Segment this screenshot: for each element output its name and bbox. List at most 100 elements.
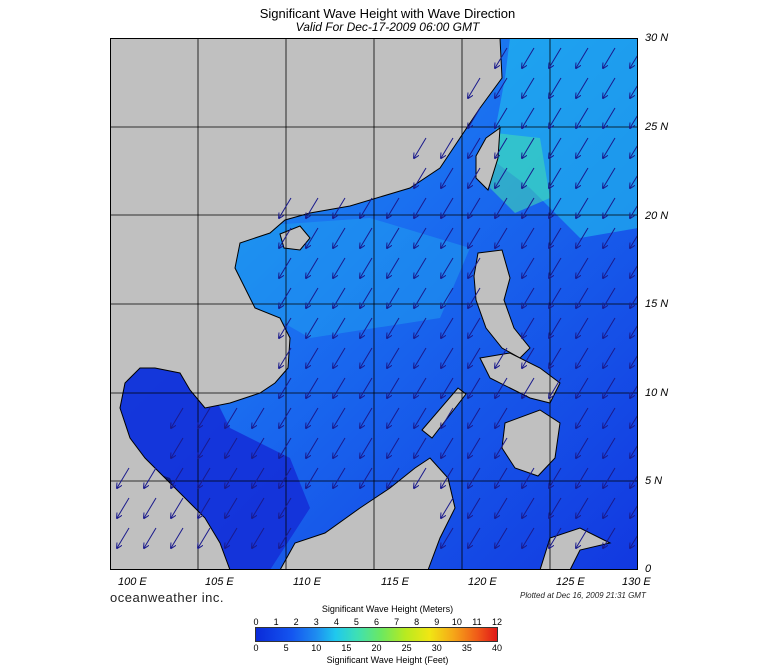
- wave-arrow: [306, 227, 319, 248]
- colorbar-meter-tick: 2: [293, 617, 299, 627]
- wave-arrow: [549, 167, 562, 188]
- wave-arrow: [468, 497, 481, 518]
- colorbar-feet-tick: 10: [311, 643, 322, 653]
- wave-arrow: [630, 443, 638, 458]
- wave-arrow: [387, 287, 400, 308]
- colorbar-meter-tick: 7: [394, 617, 400, 627]
- wave-arrow: [441, 257, 454, 278]
- wave-arrow: [495, 377, 508, 398]
- colorbar-meter-tick: 8: [414, 617, 420, 627]
- wave-arrow: [576, 467, 589, 488]
- wave-arrow: [360, 287, 373, 308]
- wave-arrow: [279, 437, 292, 458]
- wave-arrow: [306, 257, 319, 278]
- wave-arrow: [279, 197, 292, 218]
- wave-arrow: [117, 467, 130, 488]
- wave-arrow: [495, 227, 508, 248]
- wave-arrow: [522, 107, 535, 128]
- wave-arrow: [576, 287, 589, 308]
- wave-arrow: [549, 467, 562, 488]
- colorbar-feet-tick: 0: [253, 643, 259, 653]
- lon-label-105: 105 E: [205, 576, 234, 588]
- wave-arrow: [603, 167, 616, 188]
- wave-arrow: [306, 317, 319, 338]
- wave-arrow: [549, 347, 562, 368]
- wave-arrow: [279, 467, 292, 488]
- wave-arrow: [333, 377, 346, 398]
- wave-arrow: [495, 137, 508, 158]
- wave-arrow: [144, 527, 157, 548]
- wave-arrow: [387, 467, 400, 488]
- colorbar-meters-title: Significant Wave Height (Meters): [321, 604, 454, 614]
- wave-arrow: [387, 257, 400, 278]
- wave-arrow: [630, 233, 638, 248]
- wave-arrow: [522, 287, 535, 308]
- wave-arrow: [306, 407, 319, 428]
- wave-arrow: [630, 323, 638, 338]
- wave-arrow: [441, 467, 454, 488]
- colorbar-meter-tick: 12: [491, 617, 503, 627]
- wave-arrow: [495, 347, 508, 368]
- wave-arrow: [279, 497, 292, 518]
- wave-arrow: [522, 317, 535, 338]
- wave-arrow: [603, 137, 616, 158]
- wave-arrow: [576, 497, 589, 518]
- wave-arrow: [576, 47, 589, 68]
- wave-arrow: [468, 257, 481, 278]
- wave-arrow: [414, 317, 427, 338]
- wave-arrow: [630, 83, 638, 98]
- wave-arrow: [468, 77, 481, 98]
- wave-arrow: [630, 293, 638, 308]
- wave-arrow: [603, 317, 616, 338]
- wave-arrow: [414, 197, 427, 218]
- wave-arrow: [171, 467, 184, 488]
- map-subtitle: Valid For Dec-17-2009 06:00 GMT: [295, 20, 480, 34]
- wave-arrow: [549, 377, 562, 398]
- colorbar-meter-tick: 11: [472, 617, 482, 627]
- wave-arrow: [522, 77, 535, 98]
- wave-arrow: [603, 407, 616, 428]
- wave-arrow: [414, 287, 427, 308]
- wave-map: [110, 38, 638, 570]
- wave-arrow: [198, 437, 211, 458]
- colorbar-meter-tick: 4: [333, 617, 339, 627]
- lat-label-5: 5 N: [645, 475, 663, 487]
- wave-arrow: [495, 497, 508, 518]
- lon-label-130: 130 E: [622, 576, 651, 588]
- wave-arrow: [279, 407, 292, 428]
- wave-arrow: [576, 107, 589, 128]
- wave-arrow: [630, 173, 638, 188]
- wave-arrow: [252, 407, 265, 428]
- wave-arrow: [495, 437, 508, 458]
- wave-arrow: [549, 317, 562, 338]
- wave-arrow: [522, 527, 535, 548]
- wave-arrow: [522, 377, 535, 398]
- wave-arrow: [414, 467, 427, 488]
- wave-arrow: [441, 137, 454, 158]
- wave-arrow: [603, 47, 616, 68]
- wave-arrow: [468, 527, 481, 548]
- wave-arrow: [441, 227, 454, 248]
- wave-arrow: [630, 53, 638, 68]
- wave-arrow: [522, 467, 535, 488]
- colorbar-feet-title: Significant Wave Height (Feet): [326, 655, 449, 665]
- wave-arrow: [495, 527, 508, 548]
- wave-arrow: [468, 347, 481, 368]
- wave-arrow: [522, 227, 535, 248]
- high-wave-zone: [490, 38, 638, 238]
- wave-arrow: [603, 107, 616, 128]
- wave-arrow: [333, 257, 346, 278]
- colorbar: [255, 627, 498, 642]
- wave-arrow: [441, 437, 454, 458]
- wave-arrow: [279, 527, 292, 548]
- wave-arrow: [576, 377, 589, 398]
- wave-arrow: [117, 497, 130, 518]
- colorbar-meter-tick: 1: [273, 617, 279, 627]
- wave-arrow: [549, 497, 562, 518]
- wave-arrow: [630, 503, 638, 518]
- colorbar-feet-tick: 35: [461, 643, 472, 653]
- lat-label-30: 30 N: [645, 32, 669, 44]
- wave-arrow: [441, 167, 454, 188]
- peak-wave-zone: [490, 133, 550, 213]
- wave-arrow: [468, 317, 481, 338]
